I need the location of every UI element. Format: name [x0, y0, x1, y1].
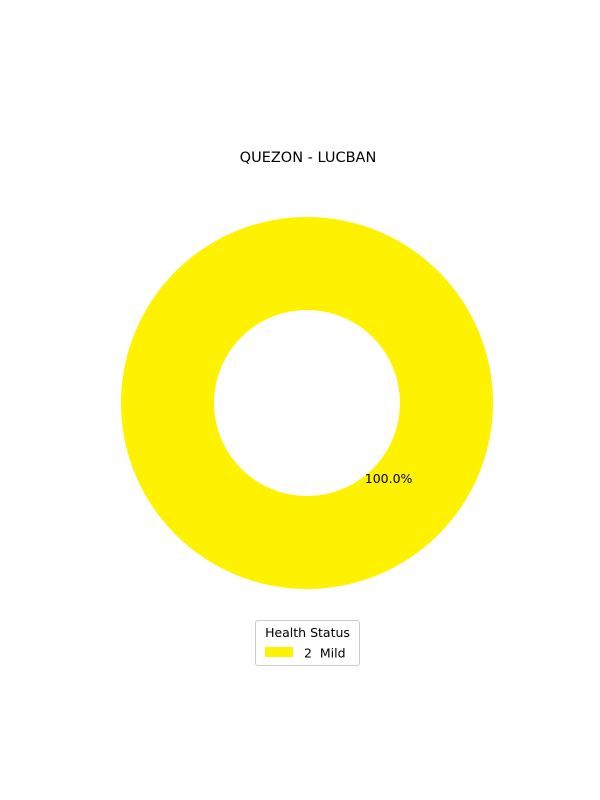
legend: Health Status 2 Mild — [255, 620, 360, 666]
legend-swatch — [265, 647, 293, 657]
donut-slices — [121, 217, 493, 589]
legend-entry-label: 2 Mild — [304, 646, 346, 661]
legend-title: Health Status — [265, 625, 350, 640]
slice-percent-label: 100.0% — [365, 471, 413, 486]
chart-title: QUEZON - LUCBAN — [240, 150, 377, 166]
donut-slice — [121, 217, 493, 589]
legend-entries: 2 Mild — [265, 646, 346, 661]
percent-labels: 100.0% — [365, 471, 413, 486]
